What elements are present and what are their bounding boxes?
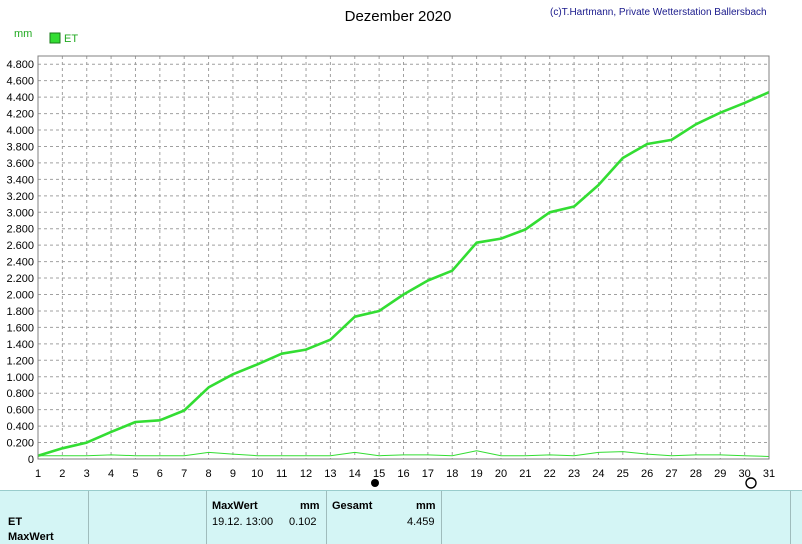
series-line-et-daily — [38, 450, 770, 457]
x-tick-label: 21 — [519, 468, 531, 480]
x-tick-label: 26 — [641, 468, 653, 480]
y-tick-label: 2.800 — [6, 224, 34, 236]
info-gesamt-header: Gesamt — [332, 500, 373, 512]
info-series-name: ET — [8, 516, 23, 528]
marker-filled-circle — [371, 479, 379, 487]
legend-label-et: ET — [64, 33, 78, 45]
x-tick-label: 15 — [373, 468, 385, 480]
y-tick-label: 1.600 — [6, 322, 34, 334]
y-tick-label: 2.000 — [6, 290, 34, 302]
info-max-date: 19.12. 13:00 — [212, 516, 274, 528]
y-tick-label: 1.000 — [6, 372, 34, 384]
info-max-unit: mm — [300, 500, 320, 512]
x-tick-label: 23 — [568, 468, 580, 480]
y-tick-label: 4.200 — [6, 109, 34, 121]
chart-grid — [37, 56, 770, 460]
info-max-value: 0.102 — [289, 516, 317, 528]
info-divider — [790, 491, 791, 544]
y-tick-label: 3.800 — [6, 141, 34, 153]
info-divider — [88, 491, 89, 544]
y-tick-label: 3.600 — [6, 158, 34, 170]
info-divider — [441, 491, 442, 544]
marker-open-circle — [745, 477, 757, 489]
info-maxwert-row-label: MaxWert — [8, 531, 54, 543]
y-tick-label: 0.800 — [6, 388, 34, 400]
x-tick-label: 19 — [470, 468, 482, 480]
x-tick-label: 31 — [763, 468, 775, 480]
x-tick-label: 2 — [59, 468, 65, 480]
y-tick-label: 3.400 — [6, 174, 34, 186]
y-tick-label: 2.600 — [6, 240, 34, 252]
x-tick-label: 11 — [276, 468, 287, 480]
y-tick-label: 0.400 — [6, 421, 34, 433]
chart-series — [37, 91, 770, 457]
x-tick-label: 20 — [495, 468, 507, 480]
y-tick-label: 0.600 — [6, 405, 34, 417]
x-tick-label: 30 — [739, 468, 751, 480]
y-tick-label: 1.400 — [6, 339, 34, 351]
y-tick-label: 4.000 — [6, 125, 34, 137]
x-tick-label: 24 — [592, 468, 604, 480]
x-tick-label: 12 — [300, 468, 312, 480]
x-tick-label: 16 — [397, 468, 409, 480]
info-max-header: MaxWert — [212, 500, 258, 512]
chart-title: Dezember 2020 — [345, 8, 452, 25]
x-tick-label: 7 — [181, 468, 187, 480]
y-tick-label: 1.800 — [6, 306, 34, 318]
x-tick-label: 14 — [349, 468, 361, 480]
et-chart: 0 0.200 0.400 0.600 0.800 1.000 1.200 1.400 1.60… — [6, 7, 775, 489]
y-tick-label: 0.200 — [6, 438, 34, 450]
x-tick-labels: 1 2 3 4 5 6 7 8 9 10 11 12 13 14 15 16 17 18 19 20 21 22 23 24 2… — [35, 468, 775, 480]
x-tick-label: 29 — [714, 468, 726, 480]
y-tick-label: 3.200 — [6, 191, 34, 203]
x-tick-label: 13 — [324, 468, 336, 480]
y-tick-label: 3.000 — [6, 207, 34, 219]
series-line-et — [37, 91, 770, 457]
x-tick-label: 1 — [35, 468, 41, 480]
x-tick-label: 17 — [422, 468, 434, 480]
y-tick-labels: 0 0.200 0.400 0.600 0.800 1.000 1.200 1.400 1.60… — [6, 59, 34, 466]
x-tick-label: 10 — [251, 468, 263, 480]
x-tick-label: 3 — [84, 468, 90, 480]
x-tick-label: 22 — [544, 468, 556, 480]
x-tick-label: 25 — [617, 468, 629, 480]
info-divider — [206, 491, 207, 544]
x-tick-label: 4 — [108, 468, 114, 480]
y-tick-label: 4.600 — [6, 76, 34, 88]
y-tick-label: 2.400 — [6, 257, 34, 269]
plot-frame — [37, 55, 770, 460]
copyright-text: (c)T.Hartmann, Private Wetterstation Bal… — [550, 7, 767, 18]
x-tick-label: 27 — [665, 468, 677, 480]
legend-swatch-et — [49, 32, 61, 44]
x-tick-label: 8 — [206, 468, 212, 480]
y-tick-label: 0 — [28, 454, 34, 466]
x-tick-label: 6 — [157, 468, 163, 480]
y-tick-label: 1.200 — [6, 355, 34, 367]
y-tick-label: 2.200 — [6, 273, 34, 285]
info-panel: ET MaxWert MaxWert mm 19.12. 13:00 0.102… — [0, 490, 802, 544]
info-gesamt-unit: mm — [416, 500, 436, 512]
x-tick-label: 18 — [446, 468, 458, 480]
x-tick-label: 28 — [690, 468, 702, 480]
x-tick-label: 9 — [230, 468, 236, 480]
info-divider — [326, 491, 327, 544]
y-axis-unit: mm — [14, 28, 32, 40]
y-tick-label: 4.400 — [6, 92, 34, 104]
info-gesamt-value: 4.459 — [407, 516, 435, 528]
x-tick-label: 5 — [132, 468, 138, 480]
y-tick-label: 4.800 — [6, 59, 34, 71]
